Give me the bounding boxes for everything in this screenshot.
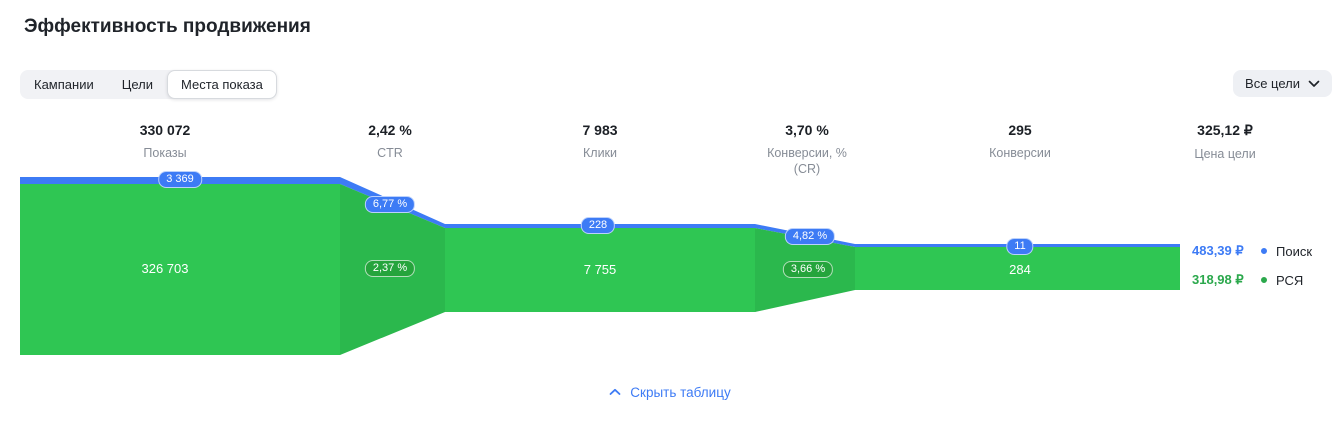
badge-impressions-search: 3 369: [158, 171, 202, 188]
column-label: Показы: [143, 146, 187, 160]
hide-table-link[interactable]: Скрыть таблицу: [609, 384, 731, 400]
column-value: 2,42 %: [368, 122, 412, 138]
legend-label-search: Поиск: [1276, 243, 1313, 259]
badge-cr-rsya: 3,66 %: [782, 261, 834, 278]
radio-icon-search: [1261, 248, 1267, 254]
legend-label-rsya: РСЯ: [1276, 272, 1304, 288]
badge-cr-search: 4,82 %: [784, 228, 836, 245]
column-value: 330 072: [139, 122, 191, 138]
column-label: Конверсии, % (CR): [767, 146, 847, 177]
tab-group: Кампании Цели Места показа: [20, 70, 277, 99]
funnel-label-clicks-rsya: 7 755: [583, 262, 617, 277]
funnel-series-rsya: [20, 184, 1180, 355]
column-label: CTR: [377, 146, 403, 160]
column-header-clicks: 7 983 Клики: [582, 122, 617, 161]
goal-filter-label: Все цели: [1245, 76, 1300, 91]
chevron-down-icon: [1308, 80, 1320, 88]
column-header-ctr: 2,42 % CTR: [368, 122, 412, 161]
legend: 483,39 ₽ Поиск 318,98 ₽ РСЯ: [1192, 243, 1312, 301]
column-label: Цена цели: [1194, 147, 1256, 161]
legend-value-search: 483,39 ₽: [1192, 243, 1244, 258]
page-title: Эффективность продвижения: [24, 16, 311, 37]
column-value: 295: [1008, 122, 1032, 138]
funnel-label-conversions-rsya: 284: [1009, 262, 1031, 277]
chevron-up-icon: [609, 388, 621, 396]
badge-ctr-search: 6,77 %: [364, 196, 416, 213]
column-header-goal-price: 325,12 ₽ Цена цели: [1194, 122, 1255, 162]
funnel-label-impressions-rsya: 326 703: [141, 261, 189, 276]
column-header-conversions: 295 Конверсии: [989, 122, 1051, 161]
hide-table-label: Скрыть таблицу: [630, 384, 731, 400]
goal-filter-button[interactable]: Все цели: [1233, 70, 1332, 97]
legend-item-rsya[interactable]: 318,98 ₽ РСЯ: [1192, 272, 1312, 288]
column-value: 7 983: [582, 122, 618, 138]
tab-goals[interactable]: Цели: [121, 77, 153, 92]
legend-value-rsya: 318,98 ₽: [1192, 272, 1244, 287]
badge-clicks-search: 228: [580, 217, 616, 234]
column-value: 3,70 %: [785, 122, 829, 138]
tab-placements[interactable]: Места показа: [166, 70, 277, 99]
radio-icon-rsya: [1261, 277, 1267, 283]
column-value: 325,12 ₽: [1197, 122, 1253, 138]
column-label: Клики: [582, 146, 618, 160]
tab-campaigns[interactable]: Кампании: [34, 77, 94, 92]
badge-conversions-search: 11: [1006, 238, 1034, 255]
legend-item-search[interactable]: 483,39 ₽ Поиск: [1192, 243, 1312, 259]
column-header-impressions: 330 072 Показы: [140, 122, 191, 161]
column-header-cr: 3,70 % Конверсии, % (CR): [759, 122, 855, 178]
column-label: Конверсии: [989, 146, 1051, 160]
footer: Скрыть таблицу: [0, 383, 1340, 401]
badge-ctr-rsya: 2,37 %: [364, 260, 416, 277]
